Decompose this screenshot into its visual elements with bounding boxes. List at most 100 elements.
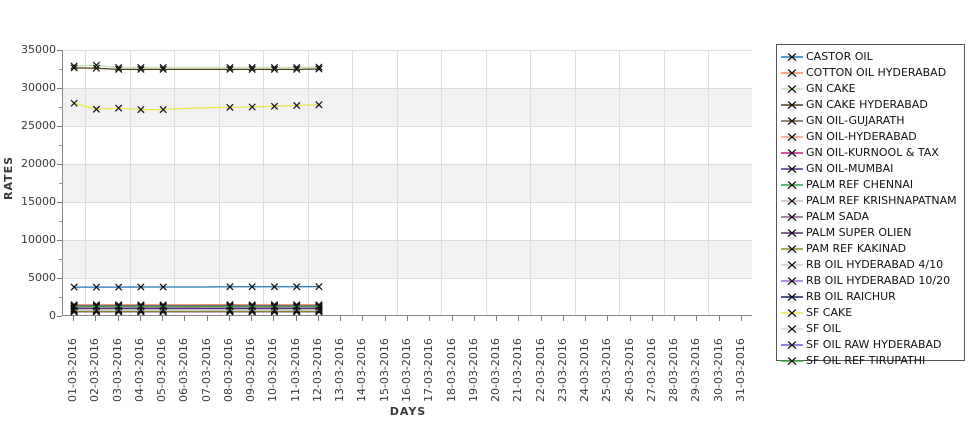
x-axis-tick-label: 26-03-2016 bbox=[622, 338, 636, 402]
x-axis-tick-label: 01-03-2016 bbox=[66, 338, 80, 402]
legend-item[interactable]: PALM SADA bbox=[777, 209, 964, 225]
x-axis-tick-mark bbox=[496, 316, 498, 321]
legend-item[interactable]: RB OIL RAICHUR bbox=[777, 289, 964, 305]
series-marker bbox=[159, 306, 167, 314]
x-axis-tick-label: 21-03-2016 bbox=[511, 338, 525, 402]
legend-item[interactable]: RB OIL HYDERABAD 4/10 bbox=[777, 257, 964, 273]
series-marker bbox=[270, 65, 279, 74]
legend-item[interactable]: SF OIL bbox=[777, 321, 964, 337]
y-axis-tick-mark bbox=[57, 50, 62, 51]
legend-item[interactable]: PALM REF CHENNAI bbox=[777, 177, 964, 193]
series-marker bbox=[159, 65, 167, 74]
series-marker bbox=[70, 64, 78, 72]
legend-label: PALM REF KRISHNAPATNAM bbox=[806, 194, 957, 207]
x-axis-tick-mark bbox=[273, 316, 275, 321]
legend-marker-icon bbox=[781, 146, 803, 160]
series-marker bbox=[92, 283, 101, 291]
legend-item[interactable]: GN OIL-MUMBAI bbox=[777, 161, 964, 177]
y-axis-minor-tick bbox=[59, 107, 62, 108]
legend-marker-icon bbox=[781, 114, 803, 128]
y-axis-tick-mark bbox=[57, 278, 62, 279]
legend-marker-icon bbox=[781, 82, 803, 96]
x-axis-tick-label: 28-03-2016 bbox=[667, 338, 681, 402]
vertical-gridline bbox=[396, 50, 398, 315]
x-axis-tick-label: 20-03-2016 bbox=[489, 338, 503, 402]
legend-item[interactable]: PALM REF KRISHNAPATNAM bbox=[777, 193, 964, 209]
vertical-gridline bbox=[574, 50, 576, 315]
legend-item[interactable]: SF CAKE bbox=[777, 305, 964, 321]
legend-item[interactable]: GN OIL-HYDERABAD bbox=[777, 129, 964, 145]
legend-label: SF OIL REF TIRUPATHI bbox=[806, 354, 926, 367]
series-marker bbox=[92, 306, 101, 314]
x-axis-tick-mark bbox=[740, 316, 742, 321]
series-marker bbox=[293, 101, 301, 110]
series-marker bbox=[115, 302, 123, 311]
x-axis-tick-label: 27-03-2016 bbox=[644, 338, 658, 402]
series-marker bbox=[92, 61, 101, 69]
series-sf-oil bbox=[70, 306, 323, 314]
y-axis-tick-mark bbox=[57, 316, 62, 317]
series-marker bbox=[70, 283, 78, 291]
series-sf-cake bbox=[70, 99, 323, 114]
legend-item[interactable]: COTTON OIL HYDERABAD bbox=[777, 65, 964, 81]
x-axis-tick-mark bbox=[651, 316, 653, 321]
legend-marker-icon bbox=[781, 162, 803, 176]
x-axis-tick-label: 15-03-2016 bbox=[377, 338, 391, 402]
x-axis-tick-label: 25-03-2016 bbox=[600, 338, 614, 402]
x-axis-tick-label: 22-03-2016 bbox=[533, 338, 547, 402]
x-axis-tick-mark bbox=[362, 316, 364, 321]
legend-label: RB OIL HYDERABAD 4/10 bbox=[806, 258, 944, 271]
legend-marker-icon bbox=[781, 274, 803, 288]
series-pam-ref-kakinad bbox=[70, 307, 323, 315]
legend-marker-icon bbox=[781, 178, 803, 192]
y-axis-tick-label: 35000 bbox=[21, 43, 56, 56]
x-axis-title: DAYS bbox=[389, 405, 427, 418]
legend-marker-icon bbox=[781, 226, 803, 240]
legend-marker-icon bbox=[781, 354, 803, 368]
series-marker bbox=[226, 302, 234, 311]
legend-marker-icon bbox=[781, 98, 803, 112]
series-marker bbox=[159, 106, 167, 114]
series-marker bbox=[248, 306, 256, 314]
legend-marker-icon bbox=[781, 130, 803, 144]
y-axis-minor-tick bbox=[59, 69, 62, 70]
x-axis-tick-label: 07-03-2016 bbox=[199, 338, 213, 402]
y-axis-tick-mark bbox=[57, 240, 62, 241]
legend-label: PAM REF KAKINAD bbox=[806, 242, 907, 255]
legend-item[interactable]: GN OIL-GUJARATH bbox=[777, 113, 964, 129]
series-line bbox=[73, 102, 319, 111]
x-axis-tick-mark bbox=[473, 316, 475, 321]
legend-label: RB OIL HYDERABAD 10/20 bbox=[806, 274, 951, 287]
legend-item[interactable]: SF OIL REF TIRUPATHI bbox=[777, 353, 964, 369]
x-axis-tick-mark bbox=[540, 316, 542, 321]
x-axis-tick-mark bbox=[429, 316, 431, 321]
x-axis-tick-mark bbox=[162, 316, 164, 321]
legend-item[interactable]: PAM REF KAKINAD bbox=[777, 241, 964, 257]
legend-item[interactable]: GN OIL-KURNOOL & TAX bbox=[777, 145, 964, 161]
series-marker bbox=[137, 302, 145, 311]
legend-item[interactable]: GN CAKE HYDERABAD bbox=[777, 97, 964, 113]
vertical-gridline bbox=[129, 50, 131, 315]
series-marker bbox=[226, 306, 234, 314]
legend-item[interactable]: GN CAKE bbox=[777, 81, 964, 97]
legend-item[interactable]: CASTOR OIL bbox=[777, 49, 964, 65]
series-marker bbox=[315, 302, 323, 311]
series-marker bbox=[226, 283, 234, 291]
legend-marker-icon bbox=[781, 338, 803, 352]
x-axis-tick-label: 03-03-2016 bbox=[110, 338, 124, 402]
legend-item[interactable]: SF OIL RAW HYDERABAD bbox=[777, 337, 964, 353]
x-axis-tick-mark bbox=[184, 316, 186, 321]
x-axis-tick-mark bbox=[696, 316, 698, 321]
x-axis-tick-label: 29-03-2016 bbox=[689, 338, 703, 402]
y-axis-minor-tick bbox=[59, 297, 62, 298]
legend-marker-icon bbox=[781, 194, 803, 208]
horizontal-gridline bbox=[63, 202, 752, 203]
legend-item[interactable]: PALM SUPER OLIEN bbox=[777, 225, 964, 241]
x-axis-tick-label: 10-03-2016 bbox=[266, 338, 280, 402]
legend-label: GN OIL-MUMBAI bbox=[806, 162, 894, 175]
vertical-gridline bbox=[218, 50, 220, 315]
series-marker bbox=[270, 283, 279, 291]
vertical-gridline bbox=[263, 50, 265, 315]
legend-label: RB OIL RAICHUR bbox=[806, 290, 896, 303]
legend-item[interactable]: RB OIL HYDERABAD 10/20 bbox=[777, 273, 964, 289]
